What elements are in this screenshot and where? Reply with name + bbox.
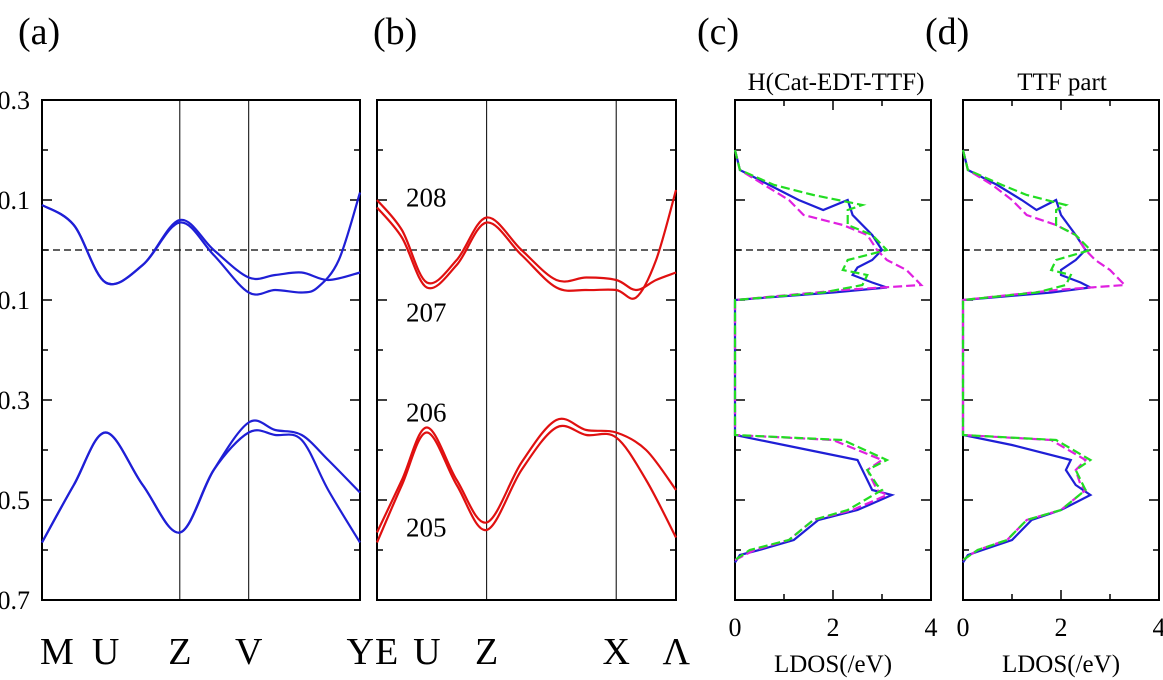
k-point-label: U — [413, 631, 440, 673]
panel-label-d: (d) — [925, 11, 969, 53]
panel-a-frame — [41, 99, 361, 601]
band-line-2 — [376, 189, 678, 300]
ldos-curve-3 — [961, 149, 1093, 561]
panel-d-plot: 0 2 4 LDOS(/eV) — [957, 99, 1163, 678]
panel-c-title: H(Cat-EDT-TTF) — [748, 69, 925, 96]
y-tick-label: -0.3 — [0, 386, 30, 415]
x-tick-label: 4 — [1153, 613, 1163, 642]
band-index-label: 205 — [406, 513, 447, 543]
panel-label-a: (a) — [18, 11, 60, 53]
band-line-3 — [41, 419, 361, 544]
panel-label-c: (c) — [697, 11, 739, 53]
panel-a-plot: 0.3 0.1 -0.1 -0.3 -0.5 -0.7 MU Z V Y — [0, 86, 374, 673]
k-point-label: E — [375, 631, 398, 673]
panel-b-plot: E U Z X Λ 208 207 206 205 — [375, 99, 690, 673]
k-point-label: M — [40, 631, 74, 673]
x-axis-label: LDOS(/eV) — [774, 651, 892, 678]
k-point-label: Z — [168, 631, 191, 673]
panel-d-frame — [962, 99, 1160, 601]
ldos-curve-1 — [733, 149, 896, 564]
x-tick-label: 2 — [1055, 613, 1068, 642]
band-index-label: 208 — [406, 183, 447, 213]
band-index-label: 207 — [406, 298, 447, 328]
panel-d-title: TTF part — [1017, 69, 1107, 96]
band-line-1 — [376, 199, 677, 292]
y-tick-label: -0.1 — [0, 286, 30, 315]
ldos-curve-2 — [733, 149, 924, 561]
x-tick-label: 0 — [729, 613, 742, 642]
band-line-2 — [41, 192, 362, 296]
k-point-label: U — [92, 631, 119, 673]
y-tick-label: -0.5 — [0, 486, 30, 515]
panel-c-plot: 0 2 4 LDOS(/eV) — [729, 99, 938, 678]
band-index-label: 206 — [406, 398, 447, 428]
band-line-1 — [41, 204, 361, 286]
ldos-curve-3 — [733, 149, 890, 561]
x-tick-label: 2 — [827, 613, 840, 642]
k-point-label: X — [602, 631, 629, 673]
y-tick-label: 0.1 — [0, 186, 30, 215]
y-tick-label: -0.7 — [0, 586, 30, 615]
k-point-label: V — [235, 631, 263, 673]
band-line-3 — [376, 417, 677, 533]
k-point-label: Z — [475, 631, 498, 673]
panel-c-frame — [734, 99, 932, 601]
x-tick-label: 0 — [957, 613, 970, 642]
k-point-label: Λ — [662, 631, 690, 673]
panel-label-b: (b) — [373, 11, 417, 53]
ldos-curve-2 — [961, 149, 1128, 561]
band-line-4 — [41, 429, 361, 544]
x-axis-label: LDOS(/eV) — [1002, 651, 1120, 678]
k-point-label: Y — [347, 631, 374, 673]
band-line-4 — [375, 424, 677, 543]
x-tick-label: 4 — [925, 613, 938, 642]
y-tick-label: 0.3 — [0, 86, 30, 115]
